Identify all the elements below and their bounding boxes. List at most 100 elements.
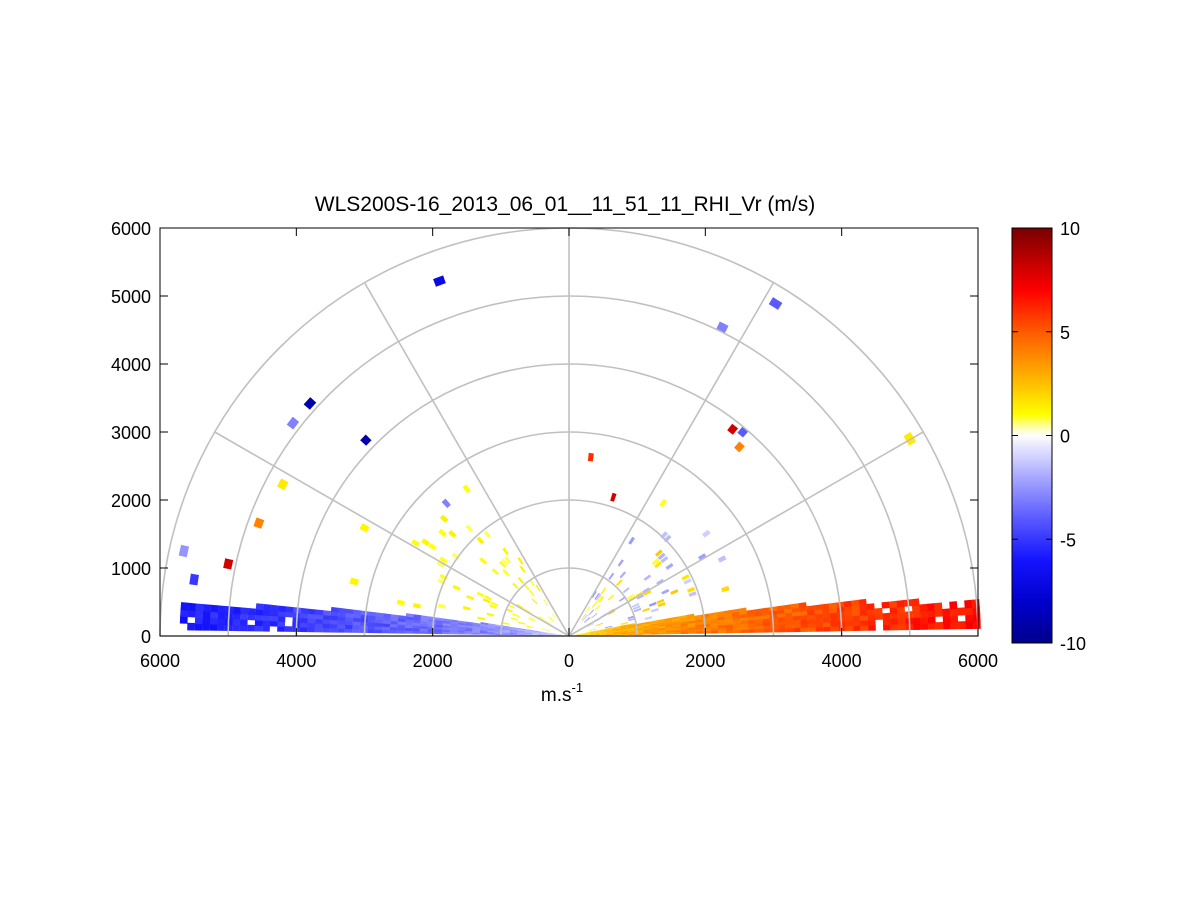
velocity-cell xyxy=(723,609,732,615)
plot-area xyxy=(159,227,981,637)
velocity-cell xyxy=(519,565,526,573)
velocity-cell xyxy=(517,577,525,585)
velocity-cell xyxy=(539,634,548,636)
velocity-cell xyxy=(390,614,399,619)
velocity-cell xyxy=(620,627,628,630)
velocity-cell xyxy=(345,608,354,614)
velocity-cell xyxy=(654,561,662,569)
velocity-cell xyxy=(322,623,331,629)
velocity-cell xyxy=(919,603,928,612)
x-tick-label: 6000 xyxy=(958,651,998,671)
velocity-cell xyxy=(657,602,666,608)
velocity-cell xyxy=(466,594,475,601)
velocity-cell xyxy=(480,622,489,625)
velocity-cell xyxy=(620,621,629,625)
velocity-cell xyxy=(746,609,755,615)
velocity-cell xyxy=(688,591,697,597)
velocity-cell xyxy=(382,616,391,621)
velocity-cell xyxy=(545,620,553,626)
velocity-cell xyxy=(920,616,929,624)
velocity-cell xyxy=(957,607,966,616)
velocity-cell xyxy=(512,613,520,618)
velocity-cell xyxy=(595,593,602,601)
velocity-cell xyxy=(543,599,549,607)
velocity-cell xyxy=(777,624,786,629)
velocity-cell xyxy=(539,633,548,635)
velocity-cell xyxy=(419,630,428,634)
velocity-cell xyxy=(524,633,533,635)
velocity-cell xyxy=(627,623,635,626)
velocity-cell xyxy=(439,556,448,564)
velocity-cell xyxy=(702,529,711,538)
velocity-cell xyxy=(740,629,749,634)
velocity-cell xyxy=(830,625,839,632)
velocity-cell xyxy=(502,633,510,636)
velocity-cell xyxy=(464,630,473,633)
elevation-spoke xyxy=(214,431,570,637)
colorbar-tick-label: 5 xyxy=(1060,323,1070,343)
velocity-cell xyxy=(821,608,830,614)
velocity-cell xyxy=(739,616,748,622)
velocity-cell xyxy=(874,613,883,620)
velocity-cell xyxy=(644,616,653,620)
velocity-cell xyxy=(232,612,241,620)
velocity-cell xyxy=(509,631,518,634)
velocity-cell xyxy=(535,584,541,592)
velocity-cell xyxy=(315,613,324,620)
velocity-cell xyxy=(859,614,868,621)
velocity-cell xyxy=(844,610,853,617)
velocity-cell xyxy=(507,603,515,609)
velocity-cell xyxy=(919,610,928,618)
velocity-cell xyxy=(412,622,421,627)
velocity-cell xyxy=(194,616,203,625)
x-axis-label-superscript: -1 xyxy=(572,680,584,695)
velocity-cell xyxy=(612,627,621,630)
velocity-cell xyxy=(419,623,428,627)
velocity-cell xyxy=(791,607,800,613)
velocity-cell xyxy=(716,611,725,616)
velocity-cell xyxy=(815,622,824,628)
velocity-cell xyxy=(642,625,651,629)
velocity-cell xyxy=(210,610,219,619)
velocity-cell xyxy=(581,613,587,620)
velocity-cell xyxy=(620,628,629,631)
velocity-cell xyxy=(269,620,278,627)
velocity-cell xyxy=(397,624,406,628)
velocity-cell xyxy=(389,629,398,634)
velocity-cell xyxy=(509,628,518,631)
velocity-cell xyxy=(853,625,861,632)
velocity-cell xyxy=(397,621,406,625)
y-tick-label: 6000 xyxy=(111,219,151,239)
velocity-cell xyxy=(240,607,249,615)
velocity-cell xyxy=(528,589,535,597)
velocity-cell xyxy=(799,614,808,620)
velocity-cell xyxy=(604,625,613,629)
velocity-cell xyxy=(784,612,793,618)
velocity-cell xyxy=(912,622,921,631)
velocity-cell xyxy=(664,617,673,621)
velocity-cell xyxy=(187,609,196,618)
velocity-cell xyxy=(883,623,891,631)
velocity-cell xyxy=(656,618,665,623)
velocity-cell xyxy=(442,627,450,631)
velocity-cell xyxy=(583,616,590,623)
velocity-cell xyxy=(247,613,256,621)
velocity-cell xyxy=(845,620,854,627)
velocity-cell xyxy=(590,633,599,635)
velocity-cell xyxy=(762,617,771,623)
velocity-cell xyxy=(486,612,495,617)
velocity-cell xyxy=(539,632,548,634)
velocity-cell xyxy=(747,619,756,624)
x-tick-label: 4000 xyxy=(276,651,316,671)
velocity-cell xyxy=(776,605,785,611)
x-tick-label: 4000 xyxy=(822,651,862,671)
velocity-cell xyxy=(942,608,951,617)
velocity-cell xyxy=(405,613,414,618)
velocity-cell xyxy=(747,622,756,627)
velocity-cell xyxy=(859,604,868,611)
velocity-cell xyxy=(591,601,598,608)
velocity-cell xyxy=(487,627,496,630)
velocity-cell xyxy=(239,624,248,632)
velocity-cell xyxy=(762,614,771,620)
velocity-cell xyxy=(247,624,255,632)
